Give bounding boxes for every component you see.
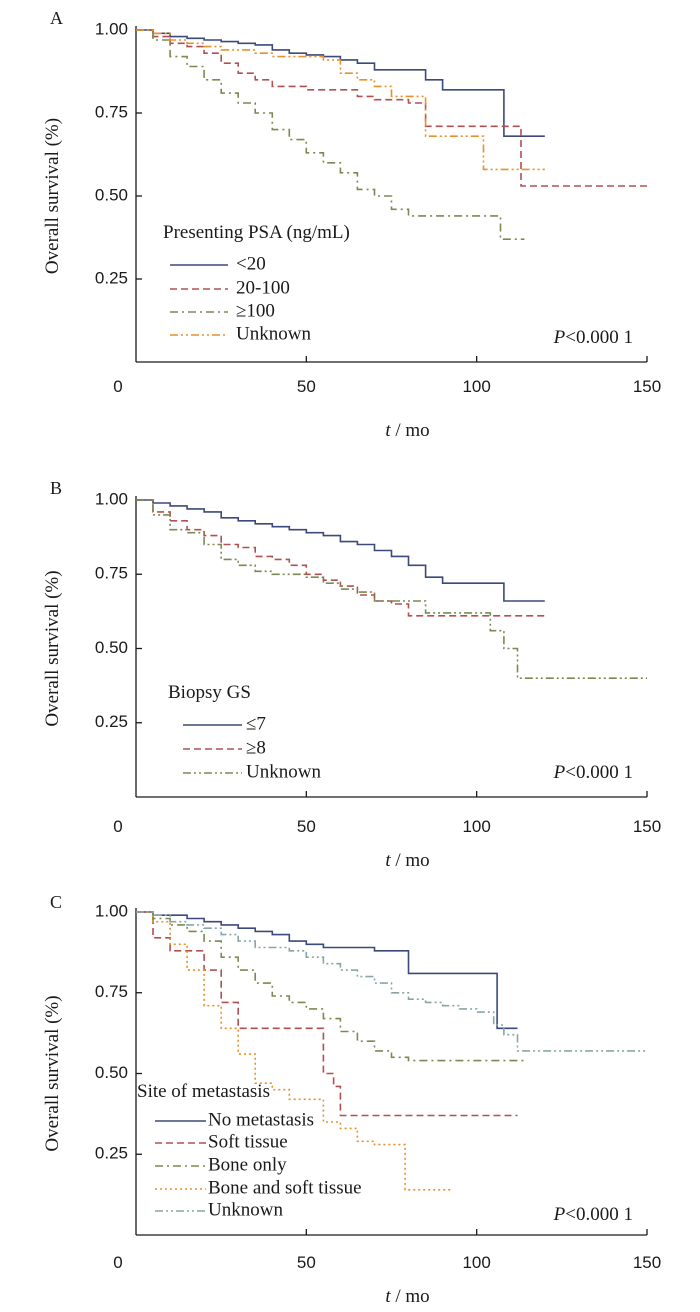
- panel-c: C 0.25 0.50 0.75 1.00 0 50 100 150 t / mo Overall …: [42, 892, 661, 1307]
- legend-title: Biopsy GS: [168, 682, 251, 703]
- panel-b: B 0.25 0.50 0.75 1.00 0 50 100 150 t / mo Overall …: [42, 478, 661, 871]
- panel-a: A 0.25 0.50 0.75 1.00 0 50 100 150 t / mo Overall …: [42, 8, 661, 441]
- y-tick-label: 1.00: [95, 489, 128, 508]
- x-axis-label: t / mo: [385, 850, 429, 871]
- x-axis-label: t / mo: [385, 420, 429, 441]
- y-tick-label: 0.25: [95, 268, 128, 287]
- y-tick-label: 0.25: [95, 1144, 128, 1163]
- legend-entry: ≥8: [246, 737, 266, 758]
- y-axis-label: Overall survival (%): [42, 118, 63, 274]
- series-line: [136, 29, 525, 240]
- legend-entry: ≥100: [236, 300, 275, 321]
- legend-entry: <20: [236, 253, 266, 274]
- x-tick-label: 150: [633, 817, 661, 836]
- x-tick-label: 0: [113, 817, 122, 836]
- y-tick-label: 0.50: [95, 1063, 128, 1082]
- series-line: [136, 29, 545, 137]
- x-tick-label: 0: [113, 377, 122, 396]
- x-tick-label: 0: [113, 1253, 122, 1272]
- series-line: [136, 911, 647, 1052]
- p-value-label: P<0.000 1: [553, 327, 633, 348]
- series-line: [136, 911, 518, 1117]
- legend-entry: Bone only: [208, 1154, 287, 1175]
- legend-entry: Soft tissue: [208, 1131, 288, 1152]
- series-line: [136, 29, 647, 187]
- y-tick-label: 0.25: [95, 712, 128, 731]
- panel-letter: C: [50, 892, 62, 912]
- x-tick-label: 100: [462, 1253, 490, 1272]
- legend-title: Site of metastasis: [137, 1081, 270, 1102]
- y-tick-label: 1.00: [95, 19, 128, 38]
- series-line: [136, 911, 518, 1030]
- legend-entry: Unknown: [236, 323, 311, 344]
- y-axis-label: Overall survival (%): [42, 570, 63, 726]
- legend-entry: No metastasis: [208, 1109, 314, 1130]
- series-line: [136, 499, 545, 617]
- y-axis-label: Overall survival (%): [42, 995, 63, 1151]
- legend-title: Presenting PSA (ng/mL): [163, 222, 350, 243]
- series-line: [136, 911, 525, 1062]
- panel-letter: B: [50, 478, 62, 498]
- series-line: [136, 29, 545, 171]
- series-line: [136, 499, 545, 602]
- y-tick-label: 0.50: [95, 185, 128, 204]
- x-tick-label: 150: [633, 1253, 661, 1272]
- p-value-label: P<0.000 1: [553, 762, 633, 783]
- y-tick-label: 1.00: [95, 901, 128, 920]
- x-tick-label: 100: [462, 377, 490, 396]
- p-value-label: P<0.000 1: [553, 1204, 633, 1225]
- x-tick-label: 50: [297, 817, 316, 836]
- y-tick-label: 0.50: [95, 638, 128, 657]
- x-tick-label: 50: [297, 1253, 316, 1272]
- panel-letter: A: [50, 8, 63, 28]
- legend-entry: 20-100: [236, 277, 290, 298]
- x-tick-label: 50: [297, 377, 316, 396]
- legend-entry: Unknown: [246, 761, 321, 782]
- legend-entry: Unknown: [208, 1199, 283, 1220]
- y-tick-label: 0.75: [95, 982, 128, 1001]
- legend-entry: Bone and soft tissue: [208, 1177, 362, 1198]
- y-tick-label: 0.75: [95, 564, 128, 583]
- series-line: [136, 911, 453, 1191]
- legend-entry: ≤7: [246, 713, 266, 734]
- x-tick-label: 100: [462, 817, 490, 836]
- series-line: [136, 499, 647, 679]
- x-axis-label: t / mo: [385, 1286, 429, 1307]
- x-tick-label: 150: [633, 377, 661, 396]
- y-tick-label: 0.75: [95, 102, 128, 121]
